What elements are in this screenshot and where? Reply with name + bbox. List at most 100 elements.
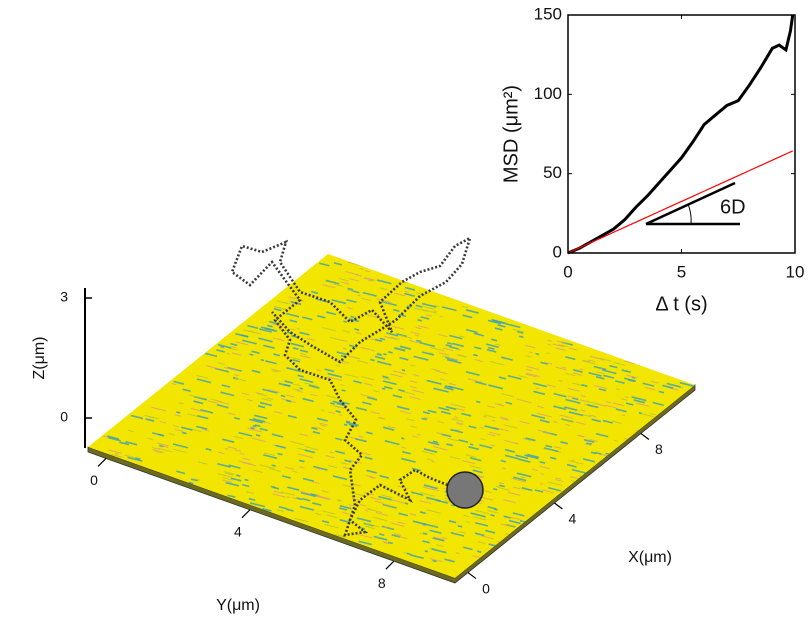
texture-streak bbox=[367, 279, 373, 282]
texture-streak bbox=[625, 402, 634, 406]
texture-streak bbox=[340, 400, 350, 405]
texture-streak bbox=[124, 454, 135, 459]
texture-streak bbox=[198, 461, 207, 465]
texture-streak bbox=[373, 535, 388, 541]
texture-streak bbox=[451, 418, 464, 423]
texture-streak bbox=[160, 445, 169, 448]
texture-streak bbox=[231, 352, 242, 356]
texture-streak bbox=[585, 443, 591, 446]
texture-streak bbox=[461, 459, 476, 465]
texture-streak bbox=[234, 368, 240, 371]
texture-streak bbox=[548, 486, 562, 492]
texture-streak bbox=[624, 396, 629, 399]
texture-streak bbox=[420, 316, 430, 320]
texture-streak bbox=[540, 361, 548, 365]
texture-streak bbox=[410, 491, 423, 496]
series-line bbox=[567, 14, 795, 255]
texture-streak bbox=[476, 400, 481, 404]
texture-streak bbox=[259, 401, 272, 407]
texture-streak bbox=[281, 475, 291, 479]
texture-streak bbox=[470, 512, 486, 518]
texture-streak bbox=[290, 328, 296, 331]
texture-streak bbox=[382, 503, 397, 509]
texture-streak bbox=[302, 316, 313, 321]
texture-streak bbox=[316, 467, 323, 471]
texture-streak bbox=[402, 450, 411, 455]
texture-streak bbox=[615, 388, 620, 391]
texture-streak bbox=[178, 402, 184, 405]
texture-streak bbox=[432, 559, 437, 563]
texture-streak bbox=[432, 536, 445, 542]
texture-streak bbox=[260, 358, 265, 362]
y-tick-label: 8 bbox=[378, 575, 386, 591]
texture-streak bbox=[255, 391, 264, 395]
texture-streak bbox=[444, 386, 454, 391]
texture-streak bbox=[360, 346, 376, 352]
texture-streak bbox=[355, 332, 361, 335]
texture-streak bbox=[154, 450, 162, 454]
texture-streak bbox=[366, 431, 373, 435]
texture-streak bbox=[511, 477, 526, 483]
texture-streak bbox=[377, 360, 392, 366]
texture-streak bbox=[384, 440, 400, 446]
texture-streak bbox=[379, 417, 386, 420]
texture-streak bbox=[391, 522, 405, 527]
texture-streak bbox=[409, 339, 421, 344]
texture-streak bbox=[284, 383, 291, 387]
texture-streak bbox=[365, 525, 375, 530]
z-axis-label: Z(μm) bbox=[31, 337, 48, 380]
texture-streak bbox=[568, 411, 584, 417]
texture-streak bbox=[519, 335, 524, 339]
texture-streak bbox=[134, 457, 141, 460]
x-axis-label: Δ t (s) bbox=[655, 293, 707, 315]
texture-streak bbox=[255, 434, 261, 437]
texture-streak bbox=[525, 372, 540, 378]
texture-streak bbox=[193, 478, 201, 481]
texture-streak bbox=[486, 348, 497, 353]
texture-streak bbox=[357, 533, 373, 539]
texture-streak bbox=[566, 463, 577, 468]
texture-streak bbox=[441, 306, 457, 312]
texture-streak bbox=[299, 387, 303, 390]
texture-streak bbox=[512, 512, 525, 517]
texture-streak bbox=[247, 427, 262, 433]
texture-streak bbox=[491, 419, 496, 422]
texture-streak bbox=[465, 309, 479, 314]
texture-streak bbox=[342, 511, 351, 515]
texture-streak bbox=[302, 397, 314, 403]
texture-streak bbox=[147, 437, 154, 441]
texture-streak bbox=[547, 481, 562, 486]
particle bbox=[446, 471, 484, 509]
texture-streak bbox=[602, 419, 613, 424]
texture-streak bbox=[296, 390, 304, 393]
texture-streak bbox=[190, 407, 206, 413]
texture-streak bbox=[278, 505, 287, 510]
texture-streak bbox=[421, 302, 437, 308]
texture-streak bbox=[553, 392, 567, 398]
texture-streak bbox=[339, 507, 348, 511]
texture-streak bbox=[480, 496, 493, 501]
texture-streak bbox=[335, 410, 341, 413]
texture-streak bbox=[304, 446, 319, 451]
texture-streak bbox=[276, 300, 290, 305]
texture-streak bbox=[438, 334, 448, 338]
texture-streak bbox=[324, 523, 340, 529]
texture-streak bbox=[319, 422, 329, 426]
texture-streak bbox=[393, 308, 400, 313]
x-tick-label: 10 bbox=[786, 262, 805, 281]
texture-streak bbox=[419, 500, 431, 504]
texture-streak bbox=[458, 531, 466, 534]
texture-streak bbox=[631, 396, 647, 402]
texture-streak bbox=[225, 481, 239, 487]
texture-streak bbox=[273, 353, 281, 357]
texture-streak bbox=[590, 451, 597, 455]
texture-streak bbox=[457, 524, 463, 528]
texture-streak bbox=[299, 349, 309, 353]
texture-streak bbox=[274, 306, 286, 310]
texture-streak bbox=[446, 358, 462, 364]
texture-streak bbox=[249, 502, 266, 508]
texture-streak bbox=[603, 374, 615, 379]
texture-streak bbox=[500, 417, 509, 421]
texture-streak bbox=[522, 438, 532, 442]
